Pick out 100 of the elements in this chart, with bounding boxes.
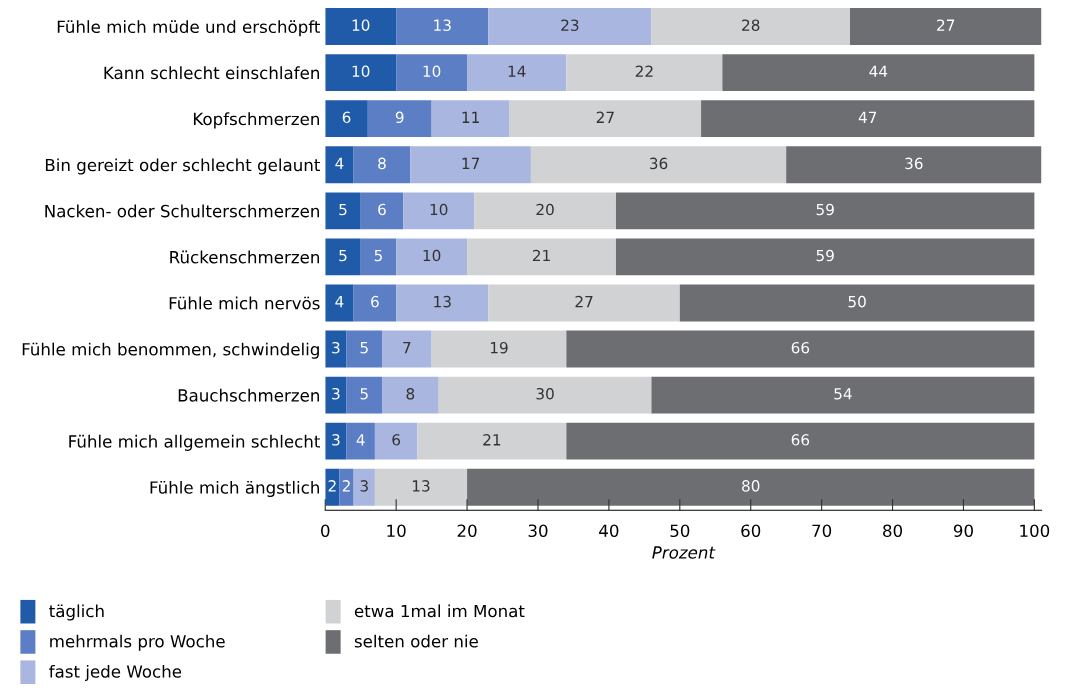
- y-tick-label: Fühle mich benommen, schwindelig: [22, 342, 319, 359]
- y-tick-label: Bauchschmerzen: [178, 388, 319, 402]
- data-label: 7: [403, 342, 411, 354]
- bar: [396, 54, 468, 92]
- data-label: 3: [332, 434, 340, 446]
- bar: [701, 100, 1035, 138]
- data-label: 10: [352, 19, 370, 31]
- legend-label: etwa 1mal im Monat: [354, 604, 525, 618]
- bar: [410, 146, 531, 184]
- data-label: 36: [649, 157, 668, 170]
- bar: [615, 192, 1035, 230]
- data-label: 44: [869, 65, 888, 77]
- bar: [353, 468, 375, 506]
- bar: [488, 284, 680, 322]
- data-label: 4: [335, 296, 344, 308]
- data-label: 6: [392, 434, 401, 446]
- bar: [325, 376, 347, 414]
- y-tick-label: Fühle mich nervös: [169, 296, 320, 310]
- bar: [509, 100, 702, 138]
- x-tick-label: 10: [387, 524, 406, 538]
- bar: [381, 330, 432, 368]
- bar: [374, 468, 468, 506]
- data-label: 50: [848, 295, 866, 308]
- data-label: 8: [378, 157, 386, 170]
- bar: [346, 422, 375, 460]
- bar: [346, 330, 382, 368]
- bar: [381, 376, 439, 414]
- data-label: 3: [360, 480, 368, 492]
- x-tick-label: 60: [741, 524, 761, 538]
- y-tick-label: Fühle mich allgemein schlecht: [69, 434, 320, 451]
- data-label: 10: [423, 249, 441, 262]
- data-label: 2: [328, 480, 336, 492]
- bar: [346, 376, 382, 414]
- bar: [325, 330, 347, 368]
- bar: [438, 376, 652, 414]
- legend-label: fast jede Woche: [49, 664, 182, 682]
- bar: [651, 376, 1035, 414]
- data-label: 21: [483, 434, 501, 446]
- bar: [850, 8, 1042, 45]
- x-tick-label: 90: [953, 524, 973, 538]
- data-label: 6: [371, 295, 379, 308]
- data-label: 5: [374, 249, 382, 262]
- bar: [615, 238, 1035, 276]
- bar: [374, 422, 418, 460]
- bar: [339, 468, 354, 506]
- data-label: 10: [352, 65, 370, 78]
- x-axis-title: Prozent: [652, 546, 716, 559]
- x-tick-label: 40: [599, 524, 619, 538]
- data-label: 27: [575, 295, 593, 308]
- data-label: 5: [339, 249, 347, 262]
- data-label: 3: [332, 341, 340, 354]
- data-label: 22: [635, 65, 653, 77]
- data-label: 5: [360, 388, 368, 400]
- data-label: 17: [462, 157, 480, 169]
- data-label: 13: [412, 480, 430, 492]
- bar: [679, 284, 1035, 322]
- data-label: 5: [339, 203, 347, 216]
- data-label: 9: [395, 111, 404, 124]
- bar: [353, 146, 411, 184]
- bar: [467, 238, 616, 276]
- y-tick-label: Rückenschmerzen: [170, 250, 319, 264]
- x-tick-label: 80: [883, 524, 903, 538]
- bar: [786, 146, 1042, 184]
- bar: [325, 146, 354, 184]
- bar: [530, 146, 787, 184]
- bar: [325, 54, 397, 92]
- data-label: 3: [332, 387, 340, 400]
- bar: [431, 330, 567, 368]
- bar: [325, 8, 397, 45]
- data-label: 4: [356, 434, 365, 446]
- data-label: 14: [508, 65, 526, 77]
- data-label: 23: [561, 19, 579, 31]
- bar: [396, 284, 489, 322]
- bar: [488, 8, 652, 45]
- y-tick-label: Fühle mich ängstlich: [150, 480, 319, 498]
- data-label: 20: [536, 203, 554, 216]
- data-label: 21: [532, 249, 550, 262]
- data-label: 27: [937, 19, 955, 31]
- data-label: 66: [791, 434, 810, 446]
- data-label: 5: [360, 342, 368, 354]
- data-label: 11: [462, 111, 479, 123]
- bar: [353, 284, 397, 322]
- bar: [403, 192, 475, 230]
- bar: [325, 238, 361, 276]
- bar: [360, 238, 397, 276]
- data-label: 6: [378, 203, 386, 216]
- bar: [360, 192, 404, 230]
- data-label: 59: [816, 249, 834, 262]
- bar: [396, 8, 489, 45]
- bar: [396, 238, 468, 276]
- bar: [367, 100, 432, 138]
- bar: [467, 54, 567, 92]
- x-tick-label: 30: [528, 524, 548, 538]
- bar: [325, 192, 361, 230]
- bar: [566, 54, 723, 92]
- legend-label: täglich: [49, 604, 104, 621]
- x-tick-label: 20: [457, 524, 477, 538]
- bar: [651, 8, 850, 45]
- bar: [474, 192, 616, 230]
- legend-label: mehrmals pro Woche: [50, 634, 225, 651]
